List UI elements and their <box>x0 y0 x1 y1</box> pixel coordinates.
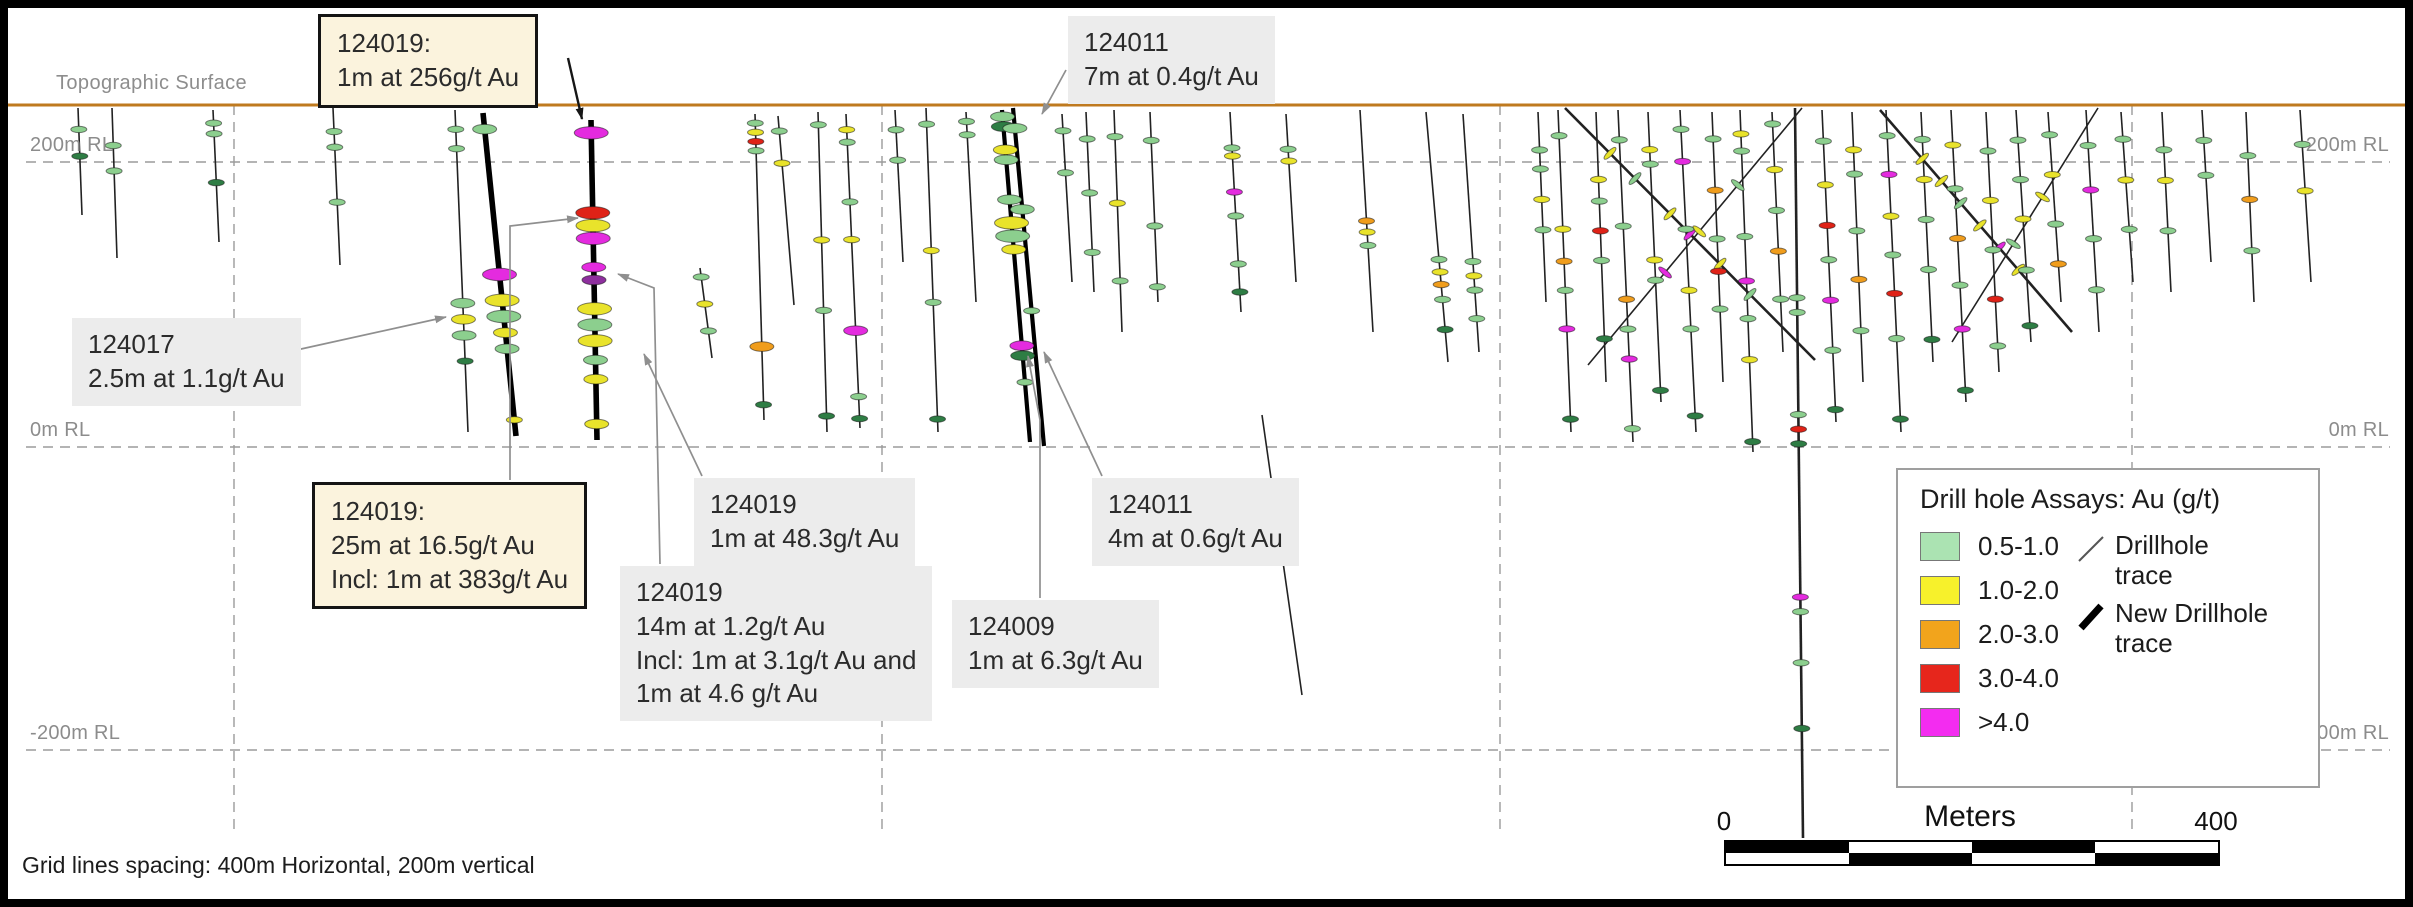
scale-bar-segment <box>1849 853 1972 864</box>
scale-end-label: 400 <box>2194 806 2238 836</box>
scale-bar-segment <box>1849 842 1972 853</box>
legend-item-label: 0.5-1.0 <box>1978 531 2059 561</box>
legend-item-label: 2.0-3.0 <box>1978 619 2059 649</box>
scale-bar-segment <box>1972 842 2095 853</box>
scale-start-label: 0 <box>1716 806 1732 836</box>
new-drillhole-trace-icon <box>2073 599 2109 642</box>
assay-swatch <box>1920 620 1960 649</box>
assay-swatch <box>1920 664 1960 693</box>
assay-swatch <box>1920 576 1960 605</box>
legend-item-label: 3.0-4.0 <box>1978 663 2059 693</box>
scale-unit-label: Meters <box>1924 800 2016 833</box>
assay-swatch <box>1920 532 1960 561</box>
legend-item-label: 1.0-2.0 <box>1978 575 2059 605</box>
scale-bar-segment <box>2095 853 2218 864</box>
scale-bar-graphic <box>1724 840 2220 866</box>
legend-title: Drill hole Assays: Au (g/t) <box>1920 484 2221 514</box>
legend-item: 2.0-3.0 <box>1920 619 2059 650</box>
legend-item-label: >4.0 <box>1978 707 2030 737</box>
legend-item: 3.0-4.0 <box>1920 663 2059 694</box>
grid-spacing-note: Grid lines spacing: 400m Horizontal, 200… <box>22 852 535 878</box>
scale-bar-segment <box>1726 842 1849 853</box>
trace-legend-label: New Drillhole trace <box>2114 597 2269 658</box>
legend-item: 1.0-2.0 <box>1920 575 2059 606</box>
scale-bar-segment <box>2095 842 2218 853</box>
drillhole-trace-legend: Drillhole trace <box>2073 530 2269 591</box>
assay-legend-items: 0.5-1.0 1.0-2.0 2.0-3.0 3.0-4.0 >4.0 <box>1920 531 2059 738</box>
trace-legend-label: Drillhole trace <box>2114 530 2209 590</box>
scale-bar-segment <box>1726 853 1849 864</box>
legend-item: 0.5-1.0 <box>1920 531 2059 562</box>
new-drillhole-trace-legend: New Drillhole trace <box>2073 597 2269 659</box>
legend-item: >4.0 <box>1920 707 2059 738</box>
topographic-surface-label: Topographic Surface <box>56 72 248 94</box>
drillhole-trace-icon <box>2073 531 2109 574</box>
trace-legend-items: Drillhole trace New Drillhole trace <box>2073 530 2269 738</box>
legend: Drill hole Assays: Au (g/t) 0.5-1.0 1.0-2… <box>1896 468 2320 788</box>
scale-bar-segment <box>1972 853 2095 864</box>
assay-swatch <box>1920 708 1960 737</box>
